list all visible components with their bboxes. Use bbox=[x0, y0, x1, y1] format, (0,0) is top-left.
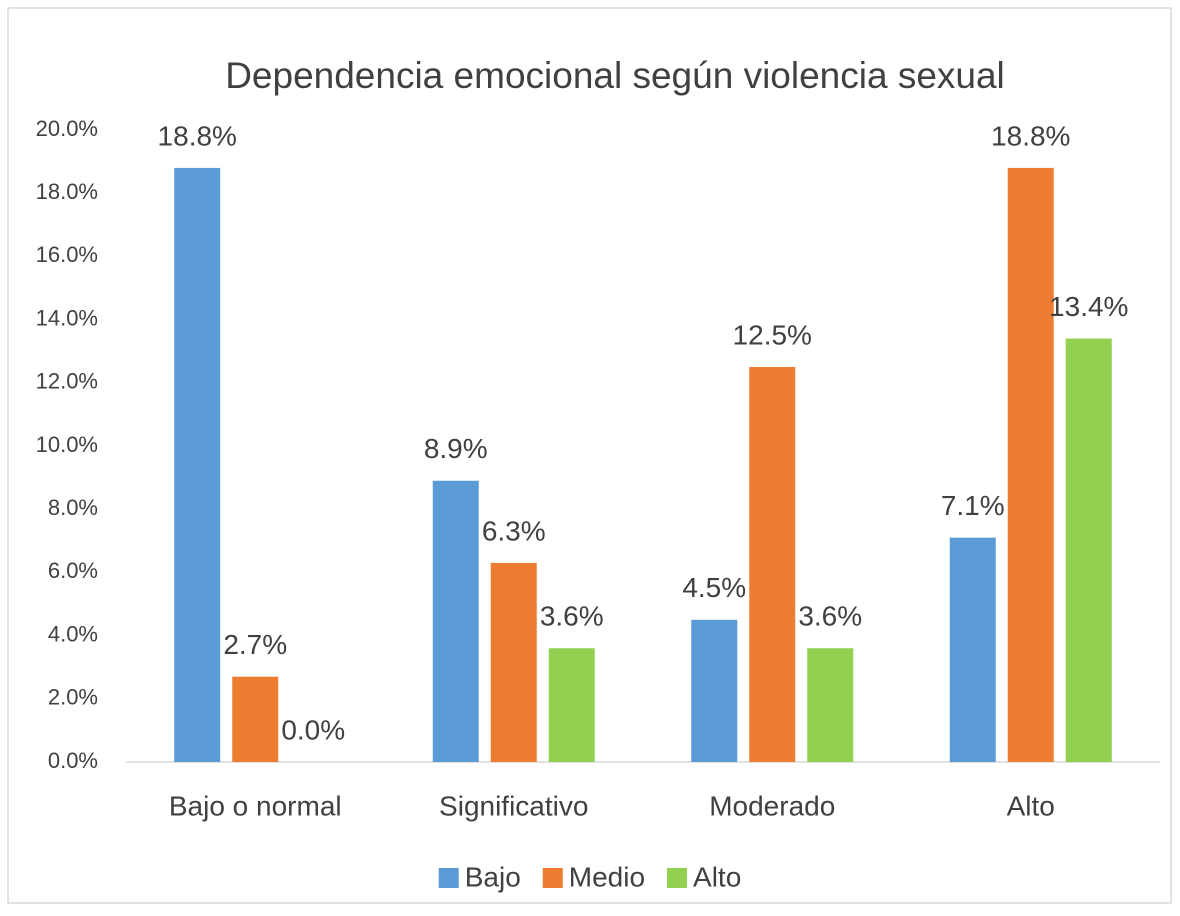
y-tick-label: 4.0% bbox=[48, 621, 98, 646]
y-tick-label: 2.0% bbox=[48, 685, 98, 710]
bar bbox=[1007, 167, 1054, 763]
legend-swatch bbox=[667, 868, 688, 888]
data-label: 18.8% bbox=[158, 120, 237, 151]
chart-title: Dependencia emocional según violencia se… bbox=[225, 55, 1005, 96]
bar bbox=[548, 648, 595, 762]
y-tick-label: 18.0% bbox=[36, 179, 98, 204]
y-tick-label: 12.0% bbox=[36, 369, 98, 394]
bar bbox=[807, 648, 854, 762]
data-label: 3.6% bbox=[540, 601, 604, 632]
y-tick-label: 0.0% bbox=[48, 748, 98, 773]
data-label: 4.5% bbox=[682, 572, 746, 603]
data-label: 12.5% bbox=[733, 319, 812, 350]
data-label: 7.1% bbox=[941, 490, 1005, 521]
y-tick-label: 14.0% bbox=[36, 305, 98, 330]
bar bbox=[749, 367, 796, 762]
y-tick-label: 20.0% bbox=[36, 116, 98, 141]
bar bbox=[691, 619, 738, 762]
legend-label: Bajo bbox=[465, 861, 521, 892]
data-label: 13.4% bbox=[1049, 291, 1128, 322]
data-label: 3.6% bbox=[798, 601, 862, 632]
data-label: 2.7% bbox=[223, 629, 287, 660]
data-label: 8.9% bbox=[424, 433, 488, 464]
bar bbox=[432, 480, 479, 762]
legend-label: Alto bbox=[693, 861, 741, 892]
bar bbox=[174, 167, 221, 763]
y-tick-label: 10.0% bbox=[36, 432, 98, 457]
legend-label: Medio bbox=[569, 861, 645, 892]
bar bbox=[949, 537, 996, 762]
y-tick-label: 16.0% bbox=[36, 242, 98, 267]
legend-swatch bbox=[438, 868, 459, 888]
y-tick-label: 6.0% bbox=[48, 558, 98, 583]
data-label: 0.0% bbox=[281, 714, 345, 745]
x-tick-label: Significativo bbox=[439, 790, 588, 821]
data-label: 6.3% bbox=[482, 515, 546, 546]
legend-swatch bbox=[542, 868, 563, 888]
bar bbox=[232, 676, 279, 762]
bar bbox=[490, 562, 537, 762]
bar bbox=[1065, 338, 1112, 762]
y-tick-label: 8.0% bbox=[48, 495, 98, 520]
data-label: 18.8% bbox=[991, 120, 1070, 151]
x-tick-label: Moderado bbox=[709, 790, 835, 821]
x-tick-label: Alto bbox=[1007, 790, 1055, 821]
x-tick-label: Bajo o normal bbox=[169, 790, 342, 821]
